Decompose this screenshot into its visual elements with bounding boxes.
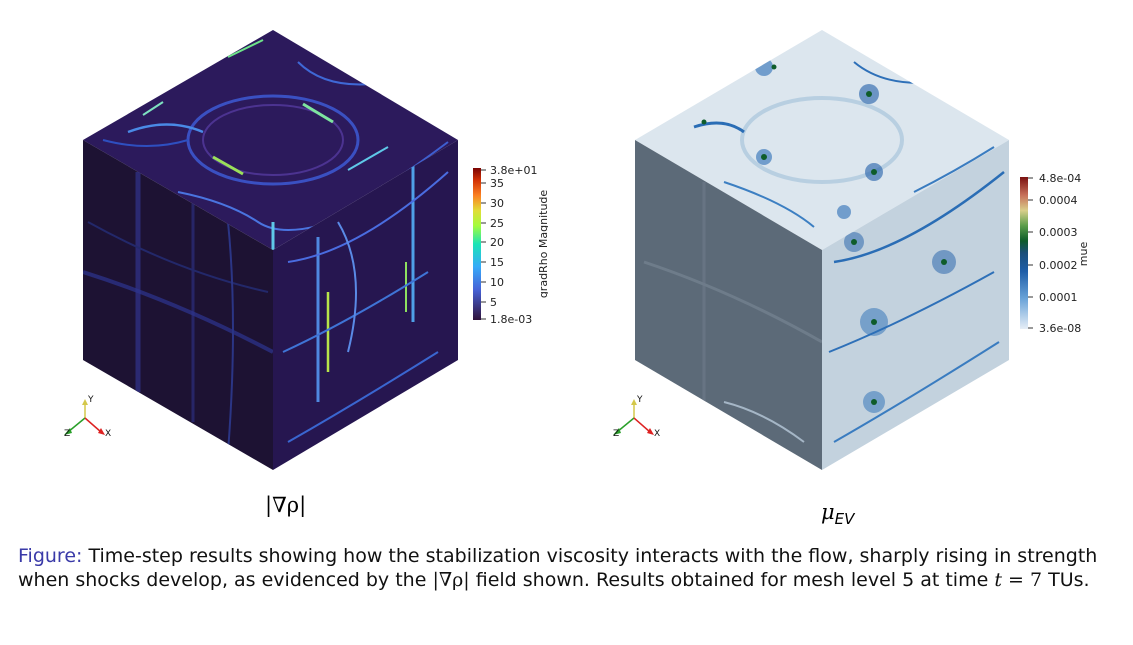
colorbar-title: gradRho Magnitude — [537, 190, 548, 299]
colorbar-tick: 15 — [490, 256, 504, 269]
subcaption-mu-symbol: μ — [821, 500, 835, 524]
z-axis-arrow-icon — [613, 428, 621, 435]
caption-math-eq: = 7 — [1008, 569, 1043, 591]
cube-right-face — [822, 140, 1009, 470]
colorbar-tick: 10 — [490, 276, 504, 289]
left-face-structures — [83, 172, 273, 453]
colorbar-tick: 5 — [490, 296, 497, 309]
y-axis-arrow-icon — [82, 399, 88, 405]
cube-left-face — [635, 140, 822, 470]
colorbar-tick: 25 — [490, 217, 504, 230]
colorbar-tick: 20 — [490, 236, 504, 249]
left-face-structures — [643, 182, 822, 443]
mue-colorbar — [1020, 177, 1028, 329]
caption-text-part3: TUs. — [1048, 569, 1090, 591]
colorbar-tick: 35 — [490, 177, 504, 190]
colorbar-min-label: 1.8e-03 — [490, 313, 532, 326]
caption-text-part1: Time-step results showing how the stabil… — [18, 545, 1098, 591]
caption-math-gradrho: |∇ρ| — [432, 569, 470, 591]
z-axis-label: Z — [613, 429, 619, 439]
colorbar-tick: 30 — [490, 197, 504, 210]
colorbar-min-label: 3.6e-08 — [1039, 322, 1081, 335]
y-axis-label: Y — [87, 395, 94, 405]
figure-caption: Figure: Time-step results showing how th… — [18, 544, 1118, 592]
gradrho-cube-render: 3.8e+01 35 30 25 20 15 10 5 1.8e-03 grad… — [64, 30, 548, 470]
x-axis-arrow-icon — [647, 428, 654, 435]
caption-text-part2: field shown. Results obtained for mesh l… — [475, 569, 989, 591]
colorbar-tick: 0.0003 — [1039, 226, 1078, 239]
colorbar-title: mue — [1077, 242, 1090, 267]
y-axis-label: Y — [636, 395, 643, 405]
caption-math-t: t — [994, 569, 1002, 591]
right-face-structures — [828, 171, 1005, 443]
caption-figure-label: Figure: — [18, 545, 83, 567]
z-axis-label: Z — [64, 429, 70, 439]
x-axis-label: X — [105, 429, 111, 439]
colorbar-max-label: 4.8e-04 — [1039, 172, 1081, 185]
x-axis-label: X — [654, 429, 660, 439]
axes-triad: Y Z X — [64, 395, 111, 439]
colorbar-max-label: 3.8e+01 — [490, 164, 537, 177]
top-face-viscosity-structures — [693, 58, 995, 228]
colorbar-tick: 0.0002 — [1039, 259, 1078, 272]
right-face-structures — [282, 162, 449, 443]
gradrho-colorbar — [473, 168, 481, 320]
mue-cube-render: 4.8e-04 0.0004 0.0003 0.0002 0.0001 3.6e… — [613, 30, 1090, 470]
axes-triad: Y Z X — [613, 395, 660, 439]
z-axis-arrow-icon — [64, 428, 72, 435]
x-axis-arrow-icon — [98, 428, 105, 435]
gradrho-figure-panel: 3.8e+01 35 30 25 20 15 10 5 1.8e-03 grad… — [28, 22, 548, 484]
y-axis-arrow-icon — [631, 399, 637, 405]
subcaption-mue: μEV — [821, 500, 854, 528]
mue-figure-panel: 4.8e-04 0.0004 0.0003 0.0002 0.0001 3.6e… — [584, 22, 1104, 484]
colorbar-tick: 0.0004 — [1039, 194, 1078, 207]
colorbar-tick: 0.0001 — [1039, 291, 1078, 304]
subcaption-gradrho: |∇ρ| — [265, 493, 307, 517]
subcaption-ev-subscript: EV — [834, 510, 855, 529]
